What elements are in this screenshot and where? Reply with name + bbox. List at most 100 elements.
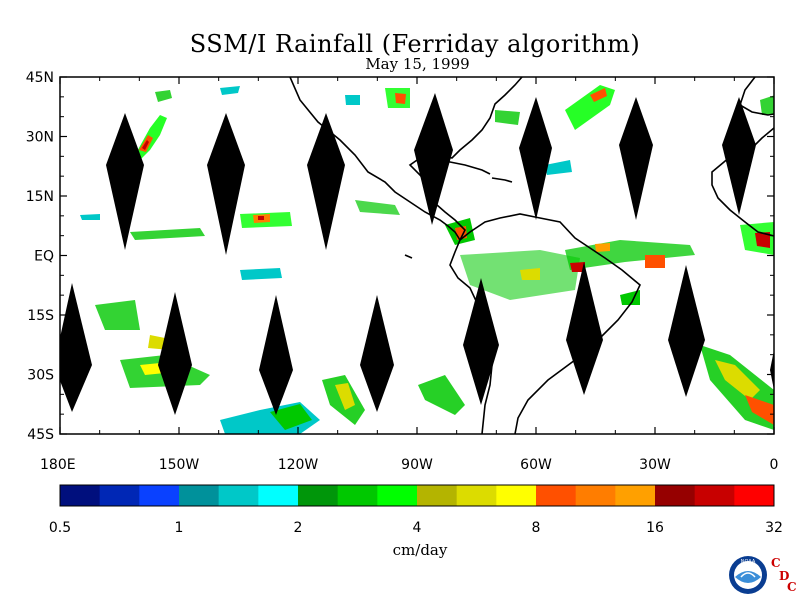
colorbar-tick-label: 8 (532, 520, 541, 536)
colorbar-swatch (536, 485, 577, 506)
coastline-central-america-small (404, 254, 413, 259)
noaa-text: NOAA (741, 559, 756, 565)
rain-patch (220, 86, 240, 95)
swath-gap (414, 93, 453, 225)
lat-tick-label: EQ (34, 249, 54, 265)
colorbar-frame (59, 484, 775, 507)
rain-patch (355, 200, 400, 215)
lon-tick-label: 150W (159, 457, 200, 473)
rain-patch (155, 90, 172, 102)
colorbar-tick-label: 16 (646, 520, 664, 536)
swath-gap (519, 97, 552, 220)
rain-patch (495, 110, 520, 125)
noaa-logo-icon: NOAA (729, 556, 767, 594)
rain-patch (345, 95, 360, 105)
rainfall-field (80, 85, 774, 434)
colorbar-swatch (575, 485, 616, 506)
colorbar-swatch (179, 485, 220, 506)
lon-tick-label: 180E (40, 457, 76, 473)
colorbar-swatch (694, 485, 735, 506)
rain-patch (80, 214, 100, 220)
lon-tick-label: 90W (401, 457, 433, 473)
lat-tick-label: 30N (26, 130, 54, 146)
colorbar-swatch (60, 485, 101, 506)
lat-tick-label: 45N (26, 70, 54, 86)
rain-patch (545, 160, 572, 175)
colorbar: 0.5 1 2 4 8 16 32 (49, 484, 783, 536)
rain-patch (760, 95, 774, 115)
swath-gap (158, 292, 192, 415)
rain-patch (595, 243, 610, 252)
lon-tick-label: 30W (639, 457, 671, 473)
swath-gap (360, 295, 394, 412)
rain-patch (142, 140, 149, 150)
swath-gap (60, 283, 92, 412)
swath-gap (207, 113, 245, 255)
swath-gap (770, 350, 774, 390)
colorbar-tick-label: 4 (413, 520, 422, 536)
colorbar-swatch (655, 485, 696, 506)
rain-patch (745, 395, 774, 425)
colorbar-tick-label: 1 (175, 520, 184, 536)
colorbar-swatch (298, 485, 339, 506)
rain-patch (130, 228, 205, 240)
rain-patch (395, 93, 406, 104)
colorbar-swatch (258, 485, 299, 506)
rain-patch (590, 88, 607, 102)
rain-patch (270, 404, 312, 430)
rain-patch (418, 375, 465, 415)
map-title: SSM/I Rainfall (Ferriday algorithm) (189, 30, 641, 58)
swath-gap (259, 295, 293, 415)
swath-gap (619, 97, 653, 220)
swath-gap (307, 113, 345, 250)
colorbar-swatch (496, 485, 537, 506)
rain-patch (715, 360, 760, 400)
cdc-letter-c1: C (771, 556, 781, 570)
colorbar-swatch (337, 485, 378, 506)
lat-tick-label: 15S (27, 308, 54, 324)
colorbar-swatch (139, 485, 180, 506)
rain-patch (258, 216, 264, 220)
longitude-axis: 180E 150W 120W 90W 60W 30W 0 (40, 77, 778, 473)
rain-patch (240, 268, 282, 280)
rain-patch (460, 250, 580, 300)
cdc-letter-d: D (779, 569, 789, 583)
colorbar-swatch (99, 485, 140, 506)
swath-gap (668, 265, 705, 397)
colorbar-swatch (218, 485, 259, 506)
rain-patch (570, 262, 585, 272)
latitude-axis: 45N 30N 15N EQ 15S 30S 45S (26, 70, 774, 443)
swath-gap (566, 262, 603, 395)
lon-tick-label: 0 (770, 457, 779, 473)
lon-tick-label: 120W (278, 457, 319, 473)
swath-gap (106, 113, 144, 250)
colorbar-unit: cm/day (392, 541, 448, 559)
coastline-europe (739, 77, 774, 116)
plot-area (60, 77, 774, 434)
colorbar-swatch (734, 485, 775, 506)
rain-patch (520, 268, 540, 280)
cdc-letter-c2: C (787, 580, 797, 594)
rain-patch (645, 255, 665, 268)
colorbar-swatch (456, 485, 497, 506)
rain-patch (95, 300, 140, 330)
colorbar-tick-label: 0.5 (49, 520, 71, 536)
swath-gap (722, 97, 756, 215)
colorbar-tick-label: 32 (765, 520, 783, 536)
coastline-hispaniola (491, 177, 513, 183)
colorbar-swatch (615, 485, 656, 506)
colorbar-swatch (377, 485, 418, 506)
rain-patch (335, 383, 355, 410)
coastline-cuba (439, 159, 491, 175)
swath-gaps (60, 93, 774, 415)
lat-tick-label: 30S (27, 368, 54, 384)
lat-tick-label: 15N (26, 189, 54, 205)
swath-gap (463, 278, 499, 405)
lat-tick-label: 45S (27, 427, 54, 443)
map-date-subtitle: May 15, 1999 (365, 55, 470, 73)
lon-tick-label: 60W (520, 457, 552, 473)
colorbar-swatch (417, 485, 458, 506)
cdc-logo-icon: C D C (771, 556, 797, 594)
rain-patch (755, 232, 770, 248)
